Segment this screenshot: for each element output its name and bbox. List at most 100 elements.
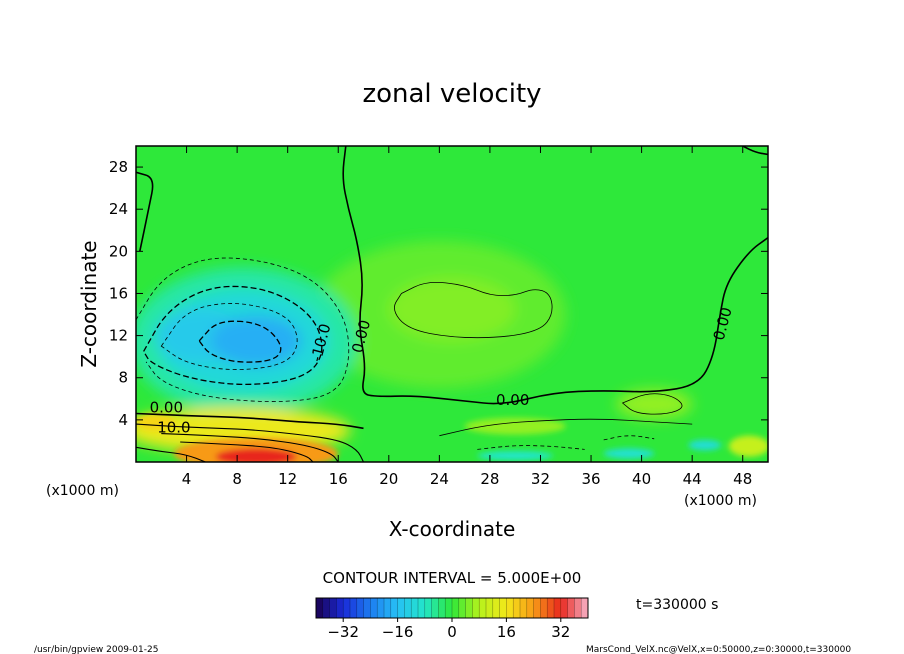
contour-positive-3 bbox=[180, 441, 314, 462]
colorbar-cell bbox=[370, 598, 378, 618]
contour-label: 10.0 bbox=[157, 419, 190, 437]
surface-negative-streak bbox=[477, 450, 554, 461]
footer-program: /usr/bin/gpview 2009-01-25 bbox=[34, 645, 158, 654]
contour-positive-2 bbox=[161, 433, 339, 462]
plot-area bbox=[136, 146, 768, 462]
colorbar-cell bbox=[581, 598, 589, 618]
colorbar-cell bbox=[465, 598, 473, 618]
x-axis-ticks: 4 8 12 16 20 24 28 32 36 40 44 48 bbox=[182, 146, 752, 488]
colorbar-cell bbox=[472, 598, 480, 618]
colorbar-cell bbox=[547, 598, 555, 618]
colorbar-cell bbox=[499, 598, 507, 618]
x-tick-label: 40 bbox=[632, 470, 651, 488]
colorbar-cell bbox=[513, 598, 521, 618]
x-tick-label: 16 bbox=[329, 470, 348, 488]
contour-neg-15 bbox=[160, 303, 298, 370]
colorbar-cell bbox=[458, 598, 467, 618]
y-tick-label: 28 bbox=[109, 158, 128, 176]
contour-positive-4 bbox=[136, 446, 206, 462]
x-tick-label: 8 bbox=[232, 470, 242, 488]
colorbar-cell bbox=[560, 598, 569, 618]
negative-core bbox=[210, 315, 302, 367]
colorbar-cell bbox=[390, 598, 399, 618]
plot-frame bbox=[135, 145, 769, 463]
colorbar-cell bbox=[452, 598, 460, 618]
y-tick-label: 8 bbox=[118, 369, 128, 387]
colorbar-cell bbox=[486, 598, 494, 618]
colorbar-cell bbox=[554, 598, 562, 618]
contour-lower-patch bbox=[621, 393, 683, 415]
colorbar-cell bbox=[540, 598, 548, 618]
colorbar-cell bbox=[350, 598, 358, 618]
colorbar-cell bbox=[445, 598, 453, 618]
colorbar-cell bbox=[567, 598, 575, 618]
contour-zero-bottom bbox=[136, 412, 364, 430]
x-axis-label: X-coordinate bbox=[389, 517, 516, 541]
colorbar-cell bbox=[356, 598, 365, 618]
y-tick-label: 4 bbox=[118, 411, 128, 429]
colorbar-cell bbox=[411, 598, 419, 618]
x-tick-label: 36 bbox=[581, 470, 600, 488]
x-tick-label: 12 bbox=[278, 470, 297, 488]
colorbar-tick-label: 0 bbox=[447, 623, 457, 641]
x-axis-unit-left: (x1000 m) bbox=[46, 483, 119, 499]
colorbar-tick-label: −16 bbox=[382, 623, 414, 641]
contour-neg-surface-2 bbox=[603, 435, 655, 441]
colorbar-cell bbox=[438, 598, 446, 618]
colorbar-cell bbox=[384, 598, 392, 618]
contour-lines bbox=[136, 146, 768, 462]
colorbar-cell bbox=[506, 598, 514, 618]
y-tick-label: 12 bbox=[109, 327, 128, 345]
contour-low-band bbox=[439, 418, 693, 437]
colorbar-cell bbox=[343, 598, 351, 618]
surface-negative-streak-3 bbox=[688, 439, 722, 451]
x-tick-label: 24 bbox=[430, 470, 449, 488]
colorbar-cell bbox=[418, 598, 426, 618]
contour-neg-20 bbox=[198, 320, 282, 363]
colorbar bbox=[315, 598, 589, 618]
contour-label: 0.00 bbox=[496, 391, 529, 409]
y-axis-ticks: 4 8 12 16 20 24 28 bbox=[109, 158, 768, 429]
contour-neg-5 bbox=[136, 257, 350, 402]
footer-source: MarsCond_VelX.nc@VelX,x=0:50000,z=0:3000… bbox=[586, 645, 851, 654]
colorbar-cell bbox=[322, 598, 331, 618]
right-surface-positive bbox=[728, 435, 768, 457]
x-tick-label: 48 bbox=[733, 470, 752, 488]
time-label: t=330000 s bbox=[636, 597, 718, 613]
y-tick-label: 20 bbox=[109, 242, 128, 260]
x-tick-label: 28 bbox=[480, 470, 499, 488]
velocity-field bbox=[136, 240, 693, 454]
y-axis-label: Z-coordinate bbox=[77, 240, 101, 367]
contour-interval-label: CONTOUR INTERVAL = 5.000E+00 bbox=[323, 569, 582, 587]
x-tick-label: 20 bbox=[379, 470, 398, 488]
contour-zero-left bbox=[136, 171, 154, 252]
x-tick-label: 32 bbox=[531, 470, 550, 488]
contour-upper-patch bbox=[394, 281, 553, 339]
y-tick-label: 16 bbox=[109, 284, 128, 302]
colorbar-cell bbox=[479, 598, 487, 618]
contour-label: 0.00 bbox=[150, 398, 183, 416]
x-axis-unit-right: (x1000 m) bbox=[684, 493, 757, 509]
y-tick-label: 24 bbox=[109, 200, 128, 218]
contour-neg-surface bbox=[477, 445, 585, 450]
colorbar-cell bbox=[492, 598, 501, 618]
colorbar-cell bbox=[574, 598, 582, 618]
contour-zero-main bbox=[342, 146, 768, 405]
colorbar-cell bbox=[336, 598, 344, 618]
colorbar-cell bbox=[520, 598, 528, 618]
colorbar-tick-label: 16 bbox=[497, 623, 516, 641]
surface-negative-streak-2 bbox=[603, 448, 655, 459]
surface-jet bbox=[215, 448, 297, 462]
colorbar-cell bbox=[404, 598, 412, 618]
colorbar-tick-label: 32 bbox=[551, 623, 570, 641]
colorbar-cell bbox=[431, 598, 439, 618]
colorbar-cell bbox=[526, 598, 535, 618]
low-band-positive bbox=[464, 417, 566, 435]
colorbar-tick-label: −32 bbox=[327, 623, 359, 641]
colorbar-cell bbox=[316, 598, 324, 618]
colorbar-cell bbox=[397, 598, 405, 618]
x-tick-label: 44 bbox=[683, 470, 702, 488]
colorbar-cell bbox=[424, 598, 433, 618]
